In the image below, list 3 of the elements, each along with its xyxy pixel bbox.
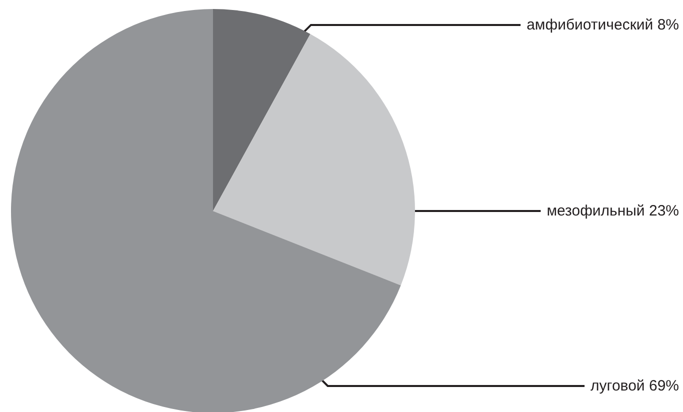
- slice-label: мезофильный 23%: [546, 202, 680, 220]
- slice-label: луговой 69%: [590, 377, 680, 394]
- slice-label: амфибиотический 8%: [526, 16, 680, 34]
